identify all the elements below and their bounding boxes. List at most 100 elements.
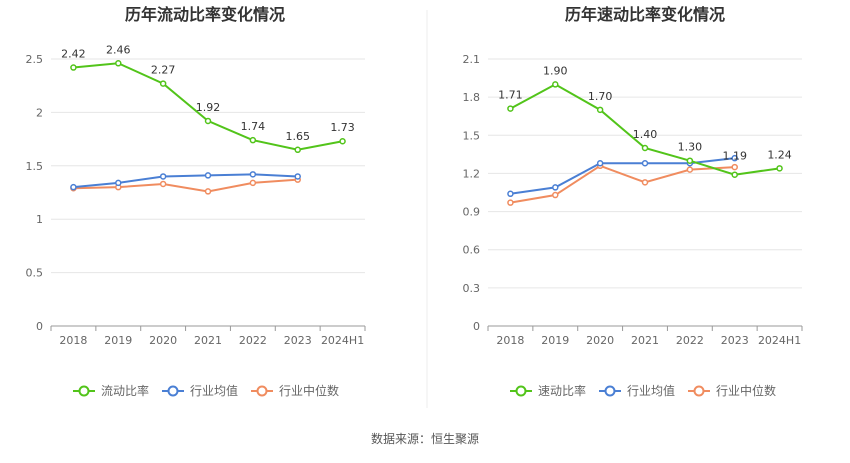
legend-marker-icon (167, 385, 179, 397)
current-ratio-title: 历年流动比率变化情况 (125, 5, 285, 24)
current-ratio-y-tick-label: 2.5 (26, 53, 44, 66)
quick-ratio-data-point (731, 154, 738, 162)
quick-ratio-data-label: 1.90 (543, 64, 568, 77)
quick-ratio-data-label: 1.30 (678, 141, 703, 154)
quick-ratio-y-tick-label: 0.3 (463, 282, 481, 295)
current-ratio-y-tick-label: 1 (36, 213, 43, 226)
quick-ratio-y-tick-label: 1.8 (463, 91, 481, 104)
quick-ratio-title: 历年速动比率变化情况 (565, 5, 725, 24)
quick-ratio-y-tick-label: 1.2 (463, 167, 481, 180)
quick-ratio-y-tick-label: 2.1 (463, 53, 481, 66)
quick-ratio-x-tick-label: 2020 (586, 334, 614, 347)
data-source-label: 数据来源：恒生聚源 (371, 431, 479, 446)
legend-marker-icon (604, 385, 616, 397)
quick-ratio-data-point (507, 199, 514, 206)
quick-ratio-x-tick-label: 2024H1 (758, 334, 801, 347)
quick-ratio-series-line-2 (510, 164, 735, 204)
current-ratio-x-tick-label: 2023 (284, 334, 312, 347)
current-ratio-x-tick-label: 2024H1 (321, 334, 364, 347)
current-ratio-x-tick-label: 2021 (194, 334, 222, 347)
current-ratio-x-tick-label: 2019 (104, 334, 132, 347)
current-ratio-data-point (204, 188, 212, 195)
current-ratio-data-point (294, 173, 301, 180)
current-ratio-data-point (159, 173, 167, 180)
quick-ratio-x-tick-label: 2019 (541, 334, 569, 347)
quick-ratio-data-point (641, 179, 649, 186)
quick-ratio-y-tick-label: 0.9 (463, 206, 481, 219)
current-ratio-data-point (159, 180, 167, 188)
current-ratio-data-point (249, 171, 257, 178)
quick-ratio-chart: 历年速动比率变化情况 0 0.3 0.6 0.9 1.2 1.5 1.8 2.1 2018 2019… (463, 5, 803, 398)
current-ratio-y-tick-label: 1.5 (26, 160, 44, 173)
current-ratio-data-point (204, 172, 212, 179)
current-ratio-legend-item[interactable]: 行业中位数 (251, 383, 339, 398)
quick-ratio-data-label: 1.70 (588, 90, 613, 103)
current-ratio-data-label: 1.65 (285, 130, 310, 143)
quick-ratio-data-point (507, 190, 514, 198)
current-ratio-data-point (249, 136, 257, 144)
quick-ratio-data-label: 1.40 (633, 128, 658, 141)
quick-ratio-data-point (552, 184, 559, 191)
legend-marker-icon (515, 385, 527, 397)
quick-ratio-data-point (641, 144, 649, 152)
quick-ratio-data-point (686, 166, 694, 173)
quick-ratio-legend-label: 行业中位数 (716, 383, 776, 398)
quick-ratio-data-point (552, 81, 559, 88)
quick-ratio-data-point (776, 165, 783, 172)
quick-ratio-x-tick-label: 2021 (631, 334, 659, 347)
current-ratio-legend-label: 行业均值 (190, 383, 238, 398)
legend-marker-icon (256, 385, 268, 397)
legend-marker-icon (78, 385, 90, 397)
quick-ratio-data-point (686, 157, 694, 164)
quick-ratio-legend-item[interactable]: 行业均值 (599, 383, 675, 398)
current-ratio-data-point (70, 64, 77, 71)
current-ratio-data-label: 1.92 (196, 101, 221, 114)
current-ratio-x-tick-label: 2020 (149, 334, 177, 347)
current-ratio-data-point (115, 60, 122, 67)
current-ratio-data-label: 1.73 (330, 121, 355, 134)
current-ratio-data-point (339, 137, 346, 145)
current-ratio-x-tick-label: 2022 (239, 334, 267, 347)
current-ratio-data-point (159, 80, 167, 87)
quick-ratio-data-point (641, 160, 649, 167)
quick-ratio-data-point (596, 106, 604, 114)
quick-ratio-y-tick-label: 1.5 (463, 129, 481, 142)
quick-ratio-data-point (596, 160, 604, 167)
current-ratio-data-label: 2.46 (106, 43, 131, 56)
quick-ratio-x-tick-label: 2023 (721, 334, 749, 347)
quick-ratio-data-label: 1.24 (767, 148, 792, 161)
current-ratio-series-line-2 (73, 178, 298, 193)
current-ratio-data-label: 2.42 (61, 48, 86, 61)
current-ratio-legend-item[interactable]: 行业均值 (162, 383, 238, 398)
current-ratio-data-label: 1.74 (241, 120, 266, 133)
current-ratio-legend-item[interactable]: 流动比率 (73, 383, 149, 398)
current-ratio-series-line-1 (73, 173, 298, 189)
quick-ratio-data-point (507, 105, 514, 112)
current-ratio-legend-label: 流动比率 (101, 383, 149, 398)
quick-ratio-y-tick-label: 0 (473, 320, 480, 333)
current-ratio-x-tick-label: 2018 (59, 334, 87, 347)
current-ratio-chart: 历年流动比率变化情况 0 0.5 1 1.5 2 2.5 2018 2019 2020 2021 20… (26, 5, 366, 398)
current-ratio-y-tick-label: 0.5 (26, 267, 44, 280)
current-ratio-data-point (204, 117, 212, 125)
current-ratio-y-tick-label: 2 (36, 106, 43, 119)
current-ratio-y-tick-label: 0 (36, 320, 43, 333)
quick-ratio-data-point (731, 163, 738, 171)
quick-ratio-data-point (731, 171, 738, 178)
quick-ratio-data-label: 1.71 (498, 89, 523, 102)
current-ratio-data-point (115, 179, 122, 187)
current-ratio-data-label: 2.27 (151, 64, 176, 77)
current-ratio-legend-label: 行业中位数 (279, 383, 339, 398)
quick-ratio-legend-label: 速动比率 (538, 383, 586, 398)
quick-ratio-legend-item[interactable]: 行业中位数 (688, 383, 776, 398)
current-ratio-data-point (294, 146, 301, 154)
quick-ratio-x-tick-label: 2022 (676, 334, 704, 347)
quick-ratio-legend-item[interactable]: 速动比率 (510, 383, 586, 398)
quick-ratio-data-point (552, 191, 559, 199)
current-ratio-data-point (70, 183, 77, 191)
quick-ratio-legend-label: 行业均值 (627, 383, 675, 398)
quick-ratio-y-tick-label: 0.6 (463, 244, 481, 257)
legend-marker-icon (693, 385, 705, 397)
